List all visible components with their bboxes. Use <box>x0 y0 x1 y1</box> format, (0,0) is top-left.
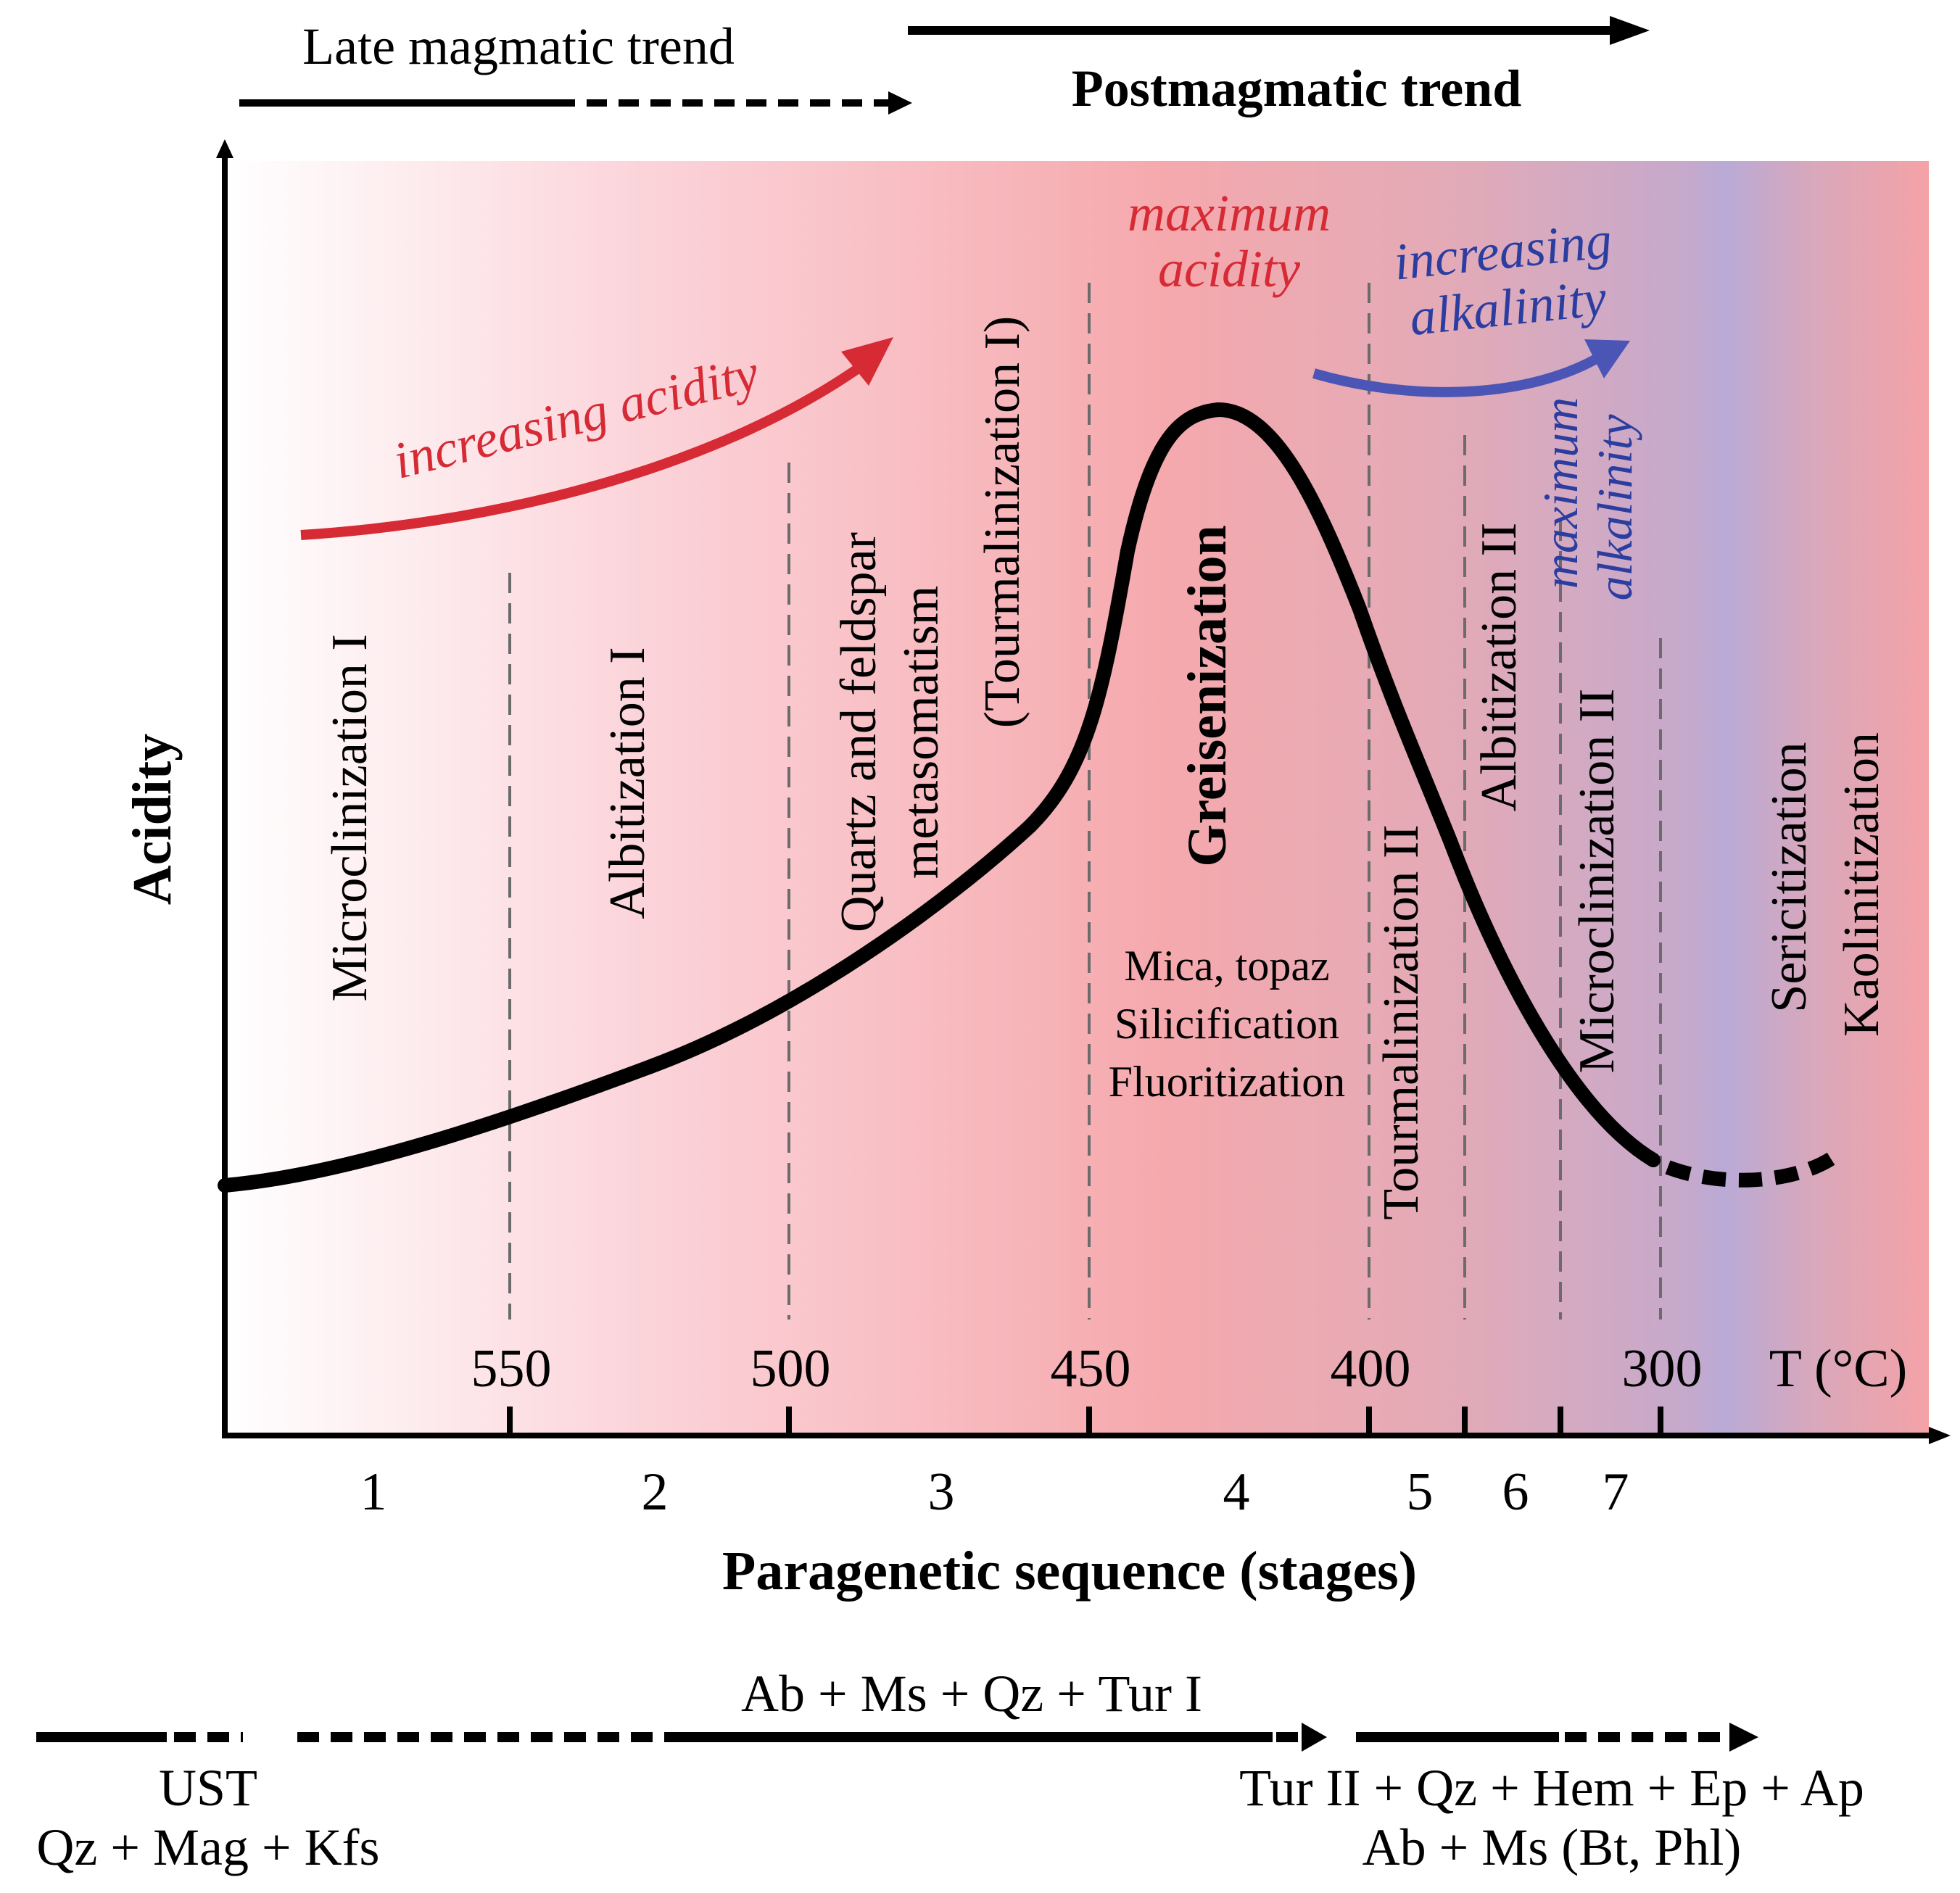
stage-label-microclinization-1: Microclinization I <box>322 634 378 1001</box>
temperature-tick-300: 300 <box>1622 1339 1703 1399</box>
mineral-late-line1: Tur II + Qz + Hem + Ep + Ap <box>1239 1759 1864 1817</box>
stage-number-6: 6 <box>1502 1462 1529 1522</box>
late-magmatic-trend-label: Late magmatic trend <box>302 17 735 75</box>
stage-label-kaolinitization: Kaolinitization <box>1834 732 1890 1037</box>
temperature-tick-400: 400 <box>1331 1339 1411 1399</box>
postmagmatic-trend-label: Postmagmatic trend <box>1072 59 1522 117</box>
temperature-tick-500: 500 <box>750 1339 831 1399</box>
stage-label-tourmalinization-1: (Tourmalinization I) <box>975 316 1030 729</box>
y-axis-label: Acidity <box>122 734 183 905</box>
stage-dividers <box>508 283 1662 1320</box>
stage-number-3: 3 <box>928 1462 955 1522</box>
stage-number-1: 1 <box>360 1462 387 1522</box>
increasing-acidity-arrowhead <box>841 337 893 386</box>
stage-label-greisenization: Greisenization <box>1177 525 1238 866</box>
maximum-acidity-label-line1: maximum <box>1128 184 1331 242</box>
temperature-tick-550: 550 <box>471 1339 552 1399</box>
stage-number-4: 4 <box>1223 1462 1250 1522</box>
increasing-acidity-arrow <box>300 358 870 540</box>
stage-label-tourmalinization-2: Tourmalinization II <box>1373 824 1429 1219</box>
mineral-sequence-middle: Ab + Ms + Qz + Tur I <box>741 1665 1202 1723</box>
stage-number-2: 2 <box>642 1462 669 1522</box>
background-gradient <box>225 161 1929 1437</box>
stage-label-albitization-2: Albitization II <box>1471 523 1527 812</box>
stage-label-microclinization-2: Microclinization II <box>1569 689 1625 1074</box>
postmagmatic-arrowhead <box>1610 16 1650 45</box>
maximum-acidity-label-line2: acidity <box>1158 240 1300 298</box>
greisen-detail-fluoritization: Fluoritization <box>1109 1058 1346 1106</box>
stage-label-quartz-feldspar-line2: metasomatism <box>893 586 949 879</box>
stage-label-albitization-1: Albitization I <box>600 647 656 919</box>
x-axis-label: Paragenetic sequence (stages) <box>722 1541 1417 1602</box>
late-magmatic-arrowhead <box>888 91 912 115</box>
acidity-curve-dashed-tail <box>1665 1150 1839 1188</box>
increasing-alkalinity-arrowhead <box>1584 339 1630 378</box>
stage-label-quartz-feldspar-line1: Quartz and feldspar <box>831 532 887 932</box>
y-axis-arrowhead <box>216 139 233 158</box>
acidity-curve <box>218 402 1661 1193</box>
bottom-sequence-arrowhead-2 <box>1729 1723 1758 1752</box>
maximum-alkalinity-label-line2: alkalinity <box>1587 414 1642 601</box>
temperature-tick-450: 450 <box>1051 1339 1131 1399</box>
stage-number-7: 7 <box>1603 1462 1629 1522</box>
x-axis-ticks <box>507 1407 1663 1437</box>
greisen-detail-silicification: Silicification <box>1115 1000 1339 1048</box>
mineral-late-line2: Ab + Ms (Bt, Phl) <box>1363 1818 1742 1876</box>
x-axis-arrowhead <box>1929 1427 1951 1444</box>
stage-label-sericitization: Sericitization <box>1761 742 1817 1012</box>
greisen-detail-mica-topaz: Mica, topaz <box>1124 942 1329 990</box>
bottom-sequence-arrowhead-1 <box>1302 1723 1327 1752</box>
increasing-alkalinity-arrow <box>1312 350 1605 397</box>
temperature-axis-label: T (°C) <box>1769 1339 1908 1399</box>
maximum-alkalinity-label-line1: maximum <box>1533 397 1588 589</box>
stage-number-5: 5 <box>1407 1462 1434 1522</box>
mineral-ust-composition: Qz + Mag + Kfs <box>36 1818 379 1876</box>
mineral-ust-label: UST <box>159 1759 257 1817</box>
